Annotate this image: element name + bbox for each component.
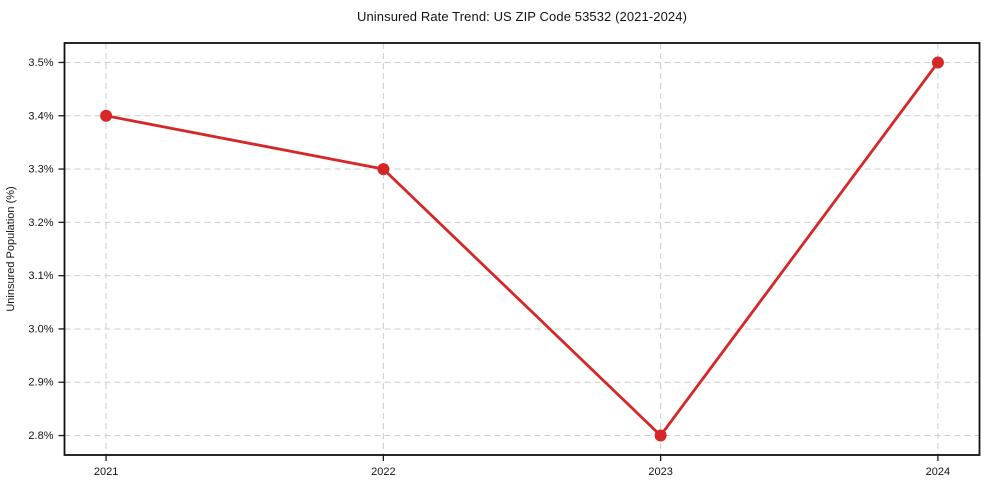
y-tick-label: 3.4% bbox=[28, 110, 53, 122]
trend-line bbox=[104, 61, 940, 437]
x-tick-label: 2024 bbox=[926, 466, 950, 478]
y-axis-label: Uninsured Population (%) bbox=[5, 186, 17, 311]
gridlines bbox=[64, 43, 980, 455]
y-tick-label: 2.8% bbox=[28, 430, 53, 442]
data-point-marker bbox=[654, 429, 667, 442]
data-point-marker bbox=[100, 109, 113, 122]
y-tick-label: 3.5% bbox=[28, 57, 53, 69]
data-point-marker bbox=[931, 56, 944, 69]
plot-border bbox=[63, 42, 981, 456]
y-tick-label: 2.9% bbox=[28, 377, 53, 389]
x-tick-label: 2021 bbox=[94, 466, 118, 478]
y-tick-label: 3.2% bbox=[28, 217, 53, 229]
x-tick-label: 2023 bbox=[648, 466, 672, 478]
y-tick-label: 3.1% bbox=[28, 270, 53, 282]
y-axis-tick-labels: 2.8% 2.9% 3.0% 3.1% 3.2% 3.3% 3.4% 3.5% bbox=[28, 57, 53, 442]
y-tick-label: 3.0% bbox=[28, 323, 53, 335]
data-point-marker bbox=[377, 163, 390, 176]
y-tick-label: 3.3% bbox=[28, 164, 53, 176]
x-tick-label: 2022 bbox=[371, 466, 395, 478]
x-axis-tick-labels: 2021 2022 2023 2024 bbox=[94, 466, 950, 478]
chart-title: Uninsured Rate Trend: US ZIP Code 53532 … bbox=[356, 9, 688, 24]
data-point-markers bbox=[100, 56, 944, 442]
axis-tick-marks bbox=[58, 61, 939, 461]
